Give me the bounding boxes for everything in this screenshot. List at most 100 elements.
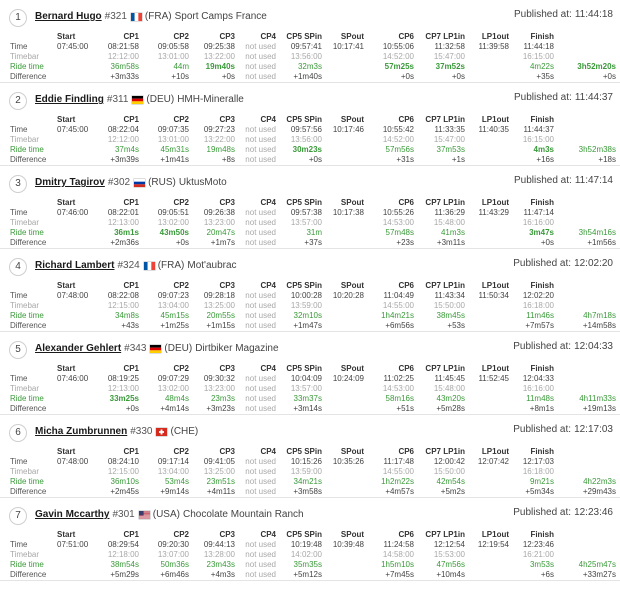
difference-row-cell-cp2: +9m14s xyxy=(160,487,189,496)
time-row-cell-finish: 12:23:46 xyxy=(522,540,554,549)
ride-time-row-cell-cp5: 35m35s xyxy=(293,560,322,569)
difference-row-cell-cp4: not used xyxy=(245,404,276,413)
time-row-cell-cp2: 09:07:35 xyxy=(157,125,189,134)
column-header-cp7: CP7 LP1in xyxy=(425,447,465,456)
ride-time-row-cell-cp3: 19m40s xyxy=(205,62,235,71)
checkpoint-header-row: Start CP1 CP2 CP3 CP4 CP5 SPin SPout CP6 CP7 LP1… xyxy=(0,198,620,208)
published-time: Published at: 11:44:18 xyxy=(514,9,613,20)
difference-row-cell-cp1: +2m36s xyxy=(110,238,139,247)
time-row-cell-spout: 10:17:41 xyxy=(332,42,364,51)
time-row-cell-cp7: 11:32:58 xyxy=(434,42,465,51)
difference-row-cell-cp3: +3m23s xyxy=(206,404,235,413)
column-header-cp6: CP6 xyxy=(398,364,414,373)
ride-time-row-cell-cp4: not used xyxy=(245,62,276,71)
ride-time-row-cell-cp3: 23m3s xyxy=(210,394,235,403)
difference-row-cell-cp3: +4m3s xyxy=(210,570,235,579)
flag-fra-icon xyxy=(130,12,142,21)
time-row: Time 07:45:00 08:21:58 09:05:58 09:25:38 not … xyxy=(0,42,620,52)
rider-name-link[interactable]: Bernard Hugo xyxy=(35,11,102,22)
timebar-row-cell-cp1: 12:12:00 xyxy=(107,135,139,144)
time-row-cell-cp1: 08:22:08 xyxy=(107,291,139,300)
column-header-spout: SPout xyxy=(340,530,364,539)
published-value: 11:47:14 xyxy=(574,175,613,186)
time-row-cell-spout: 10:39:48 xyxy=(332,540,364,549)
rider-number: #311 xyxy=(106,94,129,105)
time-row-cell-start: 07:48:00 xyxy=(57,291,89,300)
ride-time-row-cell-cp3: 23m43s xyxy=(206,560,235,569)
rider-team: Sport Camps France xyxy=(174,11,267,22)
checkpoint-header-row: Start CP1 CP2 CP3 CP4 CP5 SPin SPout CP6 CP7 LP1… xyxy=(0,530,620,540)
column-header-cp3: CP3 xyxy=(219,281,235,290)
difference-row-cell-cp6: +4m57s xyxy=(385,487,414,496)
timebar-row-cell-cp3: 13:23:00 xyxy=(203,218,235,227)
ride-time-row: Ride time 36m58s 44m 19m40s not used 32m3s 57m… xyxy=(0,62,620,72)
ride-time-row-cell-cp6: 57m56s xyxy=(385,145,414,154)
checkpoint-header-row: Start CP1 CP2 CP3 CP4 CP5 SPin SPout CP6 CP7 LP1… xyxy=(0,32,620,42)
rider-name-link[interactable]: Micha Zumbrunnen xyxy=(35,426,128,437)
column-header-cp3: CP3 xyxy=(219,364,235,373)
difference-row-cell-finish: +0s xyxy=(540,238,554,247)
time-row-cell-cp1: 08:19:25 xyxy=(107,374,139,383)
column-header-cp1: CP1 xyxy=(123,198,139,207)
rider-team: HMH-Mineralle xyxy=(177,94,244,105)
timebar-row-cell-cp4: not used xyxy=(245,301,276,310)
timebar-row-cell-cp4: not used xyxy=(245,384,276,393)
column-header-cp4: CP4 xyxy=(260,530,276,539)
result-entry: 2 Eddie Findling #311 (DEU) HMH-Mineralle Pub… xyxy=(0,83,620,166)
ride-time-row-cell-cp5: 33m37s xyxy=(293,394,322,403)
column-header-cp1: CP1 xyxy=(123,447,139,456)
time-row-label: Time xyxy=(10,291,28,300)
time-row-cell-start: 07:46:00 xyxy=(57,208,89,217)
time-row: Time 07:48:00 08:24:10 09:17:14 09:41:05 not … xyxy=(0,457,620,467)
rider-name-link[interactable]: Gavin Mccarthy xyxy=(35,509,110,520)
time-row-cell-start: 07:48:00 xyxy=(57,457,89,466)
difference-row-cell-cp6: +0s xyxy=(400,72,414,81)
ride-time-row-cell-cp1: 36m1s xyxy=(114,228,139,237)
timebar-row-cell-cp3: 13:23:00 xyxy=(203,384,235,393)
rider-team: Dirtbiker Magazine xyxy=(195,343,279,354)
timebar-row-cell-cp2: 13:02:00 xyxy=(157,384,189,393)
ride-time-row-cell-cp1: 38m54s xyxy=(110,560,139,569)
published-time: Published at: 11:44:37 xyxy=(514,92,613,103)
difference-row-cell-cp7: +1s xyxy=(451,155,465,164)
difference-row-cell-cp5: +1m40s xyxy=(293,72,322,81)
difference-row-cell-cp2: +1m25s xyxy=(160,321,189,330)
time-row-cell-cp3: 09:41:05 xyxy=(203,457,235,466)
time-row-cell-cp1: 08:24:10 xyxy=(107,457,139,466)
flag-fra-icon xyxy=(143,261,155,270)
total-ride-time: 4h22m3s xyxy=(583,477,616,486)
timebar-row-cell-cp6: 14:52:00 xyxy=(382,52,414,61)
time-row-cell-cp5: 10:04:09 xyxy=(290,374,322,383)
column-header-finish: Finish xyxy=(530,198,554,207)
difference-row-cell-cp6: +7m45s xyxy=(385,570,414,579)
column-header-start: Start xyxy=(57,198,76,207)
timebar-row-cell-cp1: 12:15:00 xyxy=(107,301,139,310)
total-difference: +14m58s xyxy=(582,321,616,330)
timebar-row: Timebar 12:13:00 13:02:00 13:23:00 not used 1… xyxy=(0,384,620,394)
difference-row-cell-cp2: +0s xyxy=(175,238,189,247)
time-row: Time 07:46:00 08:19:25 09:07:29 09:30:32 not … xyxy=(0,374,620,384)
rider-name-link[interactable]: Richard Lambert xyxy=(35,260,115,271)
total-difference: +19m13s xyxy=(582,404,616,413)
rider-info: Alexander Gehlert #343 (DEU) Dirtbiker Maga… xyxy=(35,343,279,354)
timebar-row-cell-cp7: 15:50:00 xyxy=(433,301,465,310)
ride-time-row-cell-cp7: 37m52s xyxy=(435,62,465,71)
time-row-cell-cp2: 09:05:58 xyxy=(157,42,189,51)
rider-name-link[interactable]: Dmitry Tagirov xyxy=(35,177,105,188)
time-row-cell-cp4: not used xyxy=(245,291,276,300)
ride-time-row-cell-cp3: 20m47s xyxy=(206,228,235,237)
ride-time-row-cell-cp4: not used xyxy=(245,477,276,486)
column-header-finish: Finish xyxy=(530,281,554,290)
time-row-cell-spout: 10:17:46 xyxy=(332,125,364,134)
timebar-row-cell-finish: 16:18:00 xyxy=(522,301,554,310)
ride-time-row-cell-finish: 9m21s xyxy=(529,477,554,486)
total-ride-time: 4h7m18s xyxy=(583,311,616,320)
rider-name-link[interactable]: Alexander Gehlert xyxy=(35,343,122,354)
column-header-start: Start xyxy=(57,281,76,290)
ride-time-row-label: Ride time xyxy=(10,145,44,154)
rider-name-link[interactable]: Eddie Findling xyxy=(35,94,104,105)
time-row-cell-cp3: 09:28:18 xyxy=(203,291,235,300)
ride-time-row-cell-finish: 3m53s xyxy=(529,560,554,569)
difference-row-cell-cp5: +0s xyxy=(308,155,322,164)
timebar-row-cell-cp5: 13:57:00 xyxy=(290,218,322,227)
